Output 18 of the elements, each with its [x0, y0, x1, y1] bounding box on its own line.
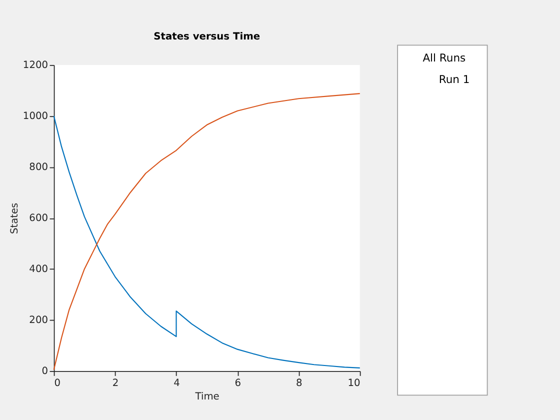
chart-title: States versus Time	[154, 31, 260, 42]
x-tick-label: 2	[112, 378, 119, 389]
x-tick-label: 6	[234, 378, 242, 389]
y-tick-label: 0	[42, 366, 48, 378]
y-tick-label: 400	[29, 264, 48, 276]
x-tick-label: 10	[348, 378, 360, 389]
text: Run 1	[438, 72, 470, 86]
text: All Runs	[422, 51, 466, 64]
y-tick-label: 800	[29, 162, 48, 174]
y-axis-title: States	[10, 202, 21, 234]
x-tick-label: 4	[174, 378, 180, 389]
x-tick-label: 8	[296, 378, 302, 389]
x-axis-title: Time	[194, 391, 220, 402]
y-tick-label: 1000	[22, 111, 48, 122]
y-tick-label: 200	[29, 315, 48, 326]
y-tick-label: 600	[29, 213, 48, 224]
x-tick-label: 0	[54, 378, 61, 389]
y-tick-label: 1200	[22, 60, 48, 72]
